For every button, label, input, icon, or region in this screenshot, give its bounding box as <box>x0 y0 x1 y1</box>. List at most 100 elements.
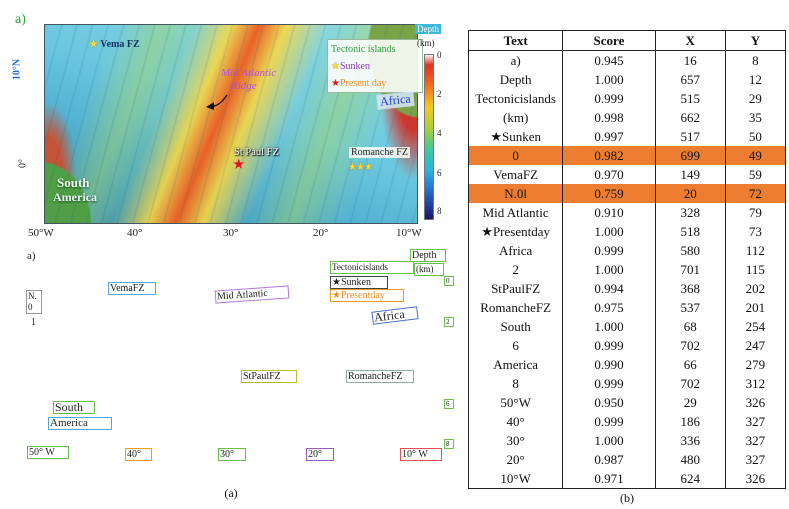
ocr-results-table: Text Score X Y a) 0.945 16 8 Depth 1.000 657 12… <box>467 30 787 489</box>
table-cell-text: N.0l <box>467 184 564 203</box>
legend-present-day-label: Present day <box>339 78 387 89</box>
table-cell-score: 0.975 <box>562 298 656 317</box>
table-cell-score: 0.999 <box>562 89 656 108</box>
table-cell-y: 327 <box>724 450 787 469</box>
table-cell-x: 701 <box>654 260 726 279</box>
detection-panel: a) VemaFZ Depth (km) Tectonicislands ★Sunken… <box>0 246 462 480</box>
table-cell-x: 29 <box>654 393 726 412</box>
table-cell-y: 254 <box>724 317 787 336</box>
table-cell-text: StPaulFZ <box>467 279 564 298</box>
table-cell-y: 279 <box>724 355 787 374</box>
table-cell-y: 35 <box>724 108 787 127</box>
table-row: Tectonicislands 0.999 515 29 <box>467 89 787 108</box>
table-cell-x: 20 <box>654 184 726 203</box>
table-cell-score: 0.910 <box>562 203 656 222</box>
present-day-star-icon: ★ <box>331 78 340 89</box>
legend-tectonic-label: Tectonic islands <box>331 44 396 55</box>
y-tick-0: 0° <box>17 159 29 168</box>
table-cell-text: Depth <box>467 70 564 89</box>
table-cell-x: 624 <box>654 469 726 489</box>
det-box-30: 30° <box>218 448 246 461</box>
table-row: ★Sunken 0.997 517 50 <box>467 127 787 146</box>
ocr-table-body: a) 0.945 16 8 Depth 1.000 657 12 Tectonicislands… <box>467 50 787 489</box>
table-cell-y: 115 <box>724 260 787 279</box>
table-cell-y: 247 <box>724 336 787 355</box>
colorbar-tick-8: 8 <box>437 206 442 216</box>
table-cell-x: 328 <box>654 203 726 222</box>
det-box-romanchefz: RomancheFZ <box>346 370 414 383</box>
table-cell-x: 16 <box>654 50 726 70</box>
table-cell-score: 0.950 <box>562 393 656 412</box>
table-cell-text: ★Sunken <box>467 127 564 146</box>
table-cell-score: 0.999 <box>562 241 656 260</box>
legend-tectonic-islands: Tectonic islands <box>331 41 419 58</box>
mid-atlantic-line1: Mid Atlantic <box>221 67 277 79</box>
vema-star-icon: ★ <box>89 39 98 50</box>
table-cell-text: 0 <box>467 146 564 165</box>
table-row: Mid Atlantic 0.910 328 79 <box>467 203 787 222</box>
x-tick-20: 20° <box>313 227 329 239</box>
sunken-star-icon: ★ <box>331 61 340 72</box>
table-cell-x: 68 <box>654 317 726 336</box>
table-row: 0 0.982 699 49 <box>467 146 787 165</box>
mid-atlantic-line2: Ridge <box>231 80 257 92</box>
det-box-depth: Depth <box>410 249 446 262</box>
table-row: Depth 1.000 657 12 <box>467 70 787 89</box>
table-cell-text: America <box>467 355 564 374</box>
table-cell-x: 662 <box>654 108 726 127</box>
colorbar-tick-4: 4 <box>437 128 442 138</box>
table-cell-score: 1.000 <box>562 260 656 279</box>
table-cell-score: 0.945 <box>562 50 656 70</box>
table-cell-x: 66 <box>654 355 726 374</box>
table-cell-text: South <box>467 317 564 336</box>
table-cell-text: Africa <box>467 241 564 260</box>
table-row: 2 1.000 701 115 <box>467 260 787 279</box>
det-box-40: 40° <box>125 448 152 461</box>
table-cell-x: 186 <box>654 412 726 431</box>
table-cell-score: 1.000 <box>562 70 656 89</box>
table-cell-text: 8 <box>467 374 564 393</box>
table-cell-x: 149 <box>654 165 726 184</box>
col-header-y: Y <box>724 30 787 51</box>
det-box-stpaulfz: StPaulFZ <box>241 370 297 383</box>
table-row: 20° 0.987 480 327 <box>467 450 787 469</box>
det-box-cbar-tick-0: 0 <box>444 276 454 286</box>
col-header-x: X <box>654 30 726 51</box>
depth-colorbar <box>424 54 434 220</box>
table-cell-x: 480 <box>654 450 726 469</box>
table-row: RomancheFZ 0.975 537 201 <box>467 298 787 317</box>
vema-fz-label-group: ★ Vema FZ <box>89 39 140 50</box>
legend-sunken: ★Sunken <box>331 58 419 75</box>
y-tick-10n: 10°N <box>11 58 23 81</box>
det-box-cbar-tick-6: 6 <box>444 399 454 409</box>
det-box-mid-atlantic: Mid Atlantic <box>214 285 290 304</box>
bathymetric-map: Tectonic islands ★Sunken ★Present day ★ … <box>44 24 423 224</box>
table-cell-x: 699 <box>654 146 726 165</box>
table-cell-y: 327 <box>724 431 787 450</box>
col-header-text: Text <box>467 30 564 51</box>
table-cell-score: 0.997 <box>562 127 656 146</box>
table-row: VemaFZ 0.970 149 59 <box>467 165 787 184</box>
table-cell-x: 368 <box>654 279 726 298</box>
table-row: a) 0.945 16 8 <box>467 50 787 70</box>
table-cell-x: 537 <box>654 298 726 317</box>
det-box-south: South <box>53 401 95 414</box>
colorbar-units: (km) <box>417 38 435 48</box>
table-row: 50°W 0.950 29 326 <box>467 393 787 412</box>
legend-present-day: ★Present day <box>331 75 419 92</box>
table-cell-score: 1.000 <box>562 317 656 336</box>
table-cell-x: 518 <box>654 222 726 241</box>
vema-fz-label: Vema FZ <box>100 39 140 50</box>
det-box-vemafz: VemaFZ <box>108 282 156 295</box>
table-cell-text: 50°W <box>467 393 564 412</box>
table-row: ★Presentday 1.000 518 73 <box>467 222 787 241</box>
colorbar-tick-6: 6 <box>437 168 442 178</box>
det-box-presentday: ★Presentday <box>330 289 404 302</box>
det-box-america: America <box>48 417 112 430</box>
table-cell-y: 8 <box>724 50 787 70</box>
sunken-islands-stars-icon: ★★★ <box>348 162 373 173</box>
table-row: America 0.990 66 279 <box>467 355 787 374</box>
table-cell-y: 326 <box>724 469 787 489</box>
table-cell-score: 0.999 <box>562 412 656 431</box>
